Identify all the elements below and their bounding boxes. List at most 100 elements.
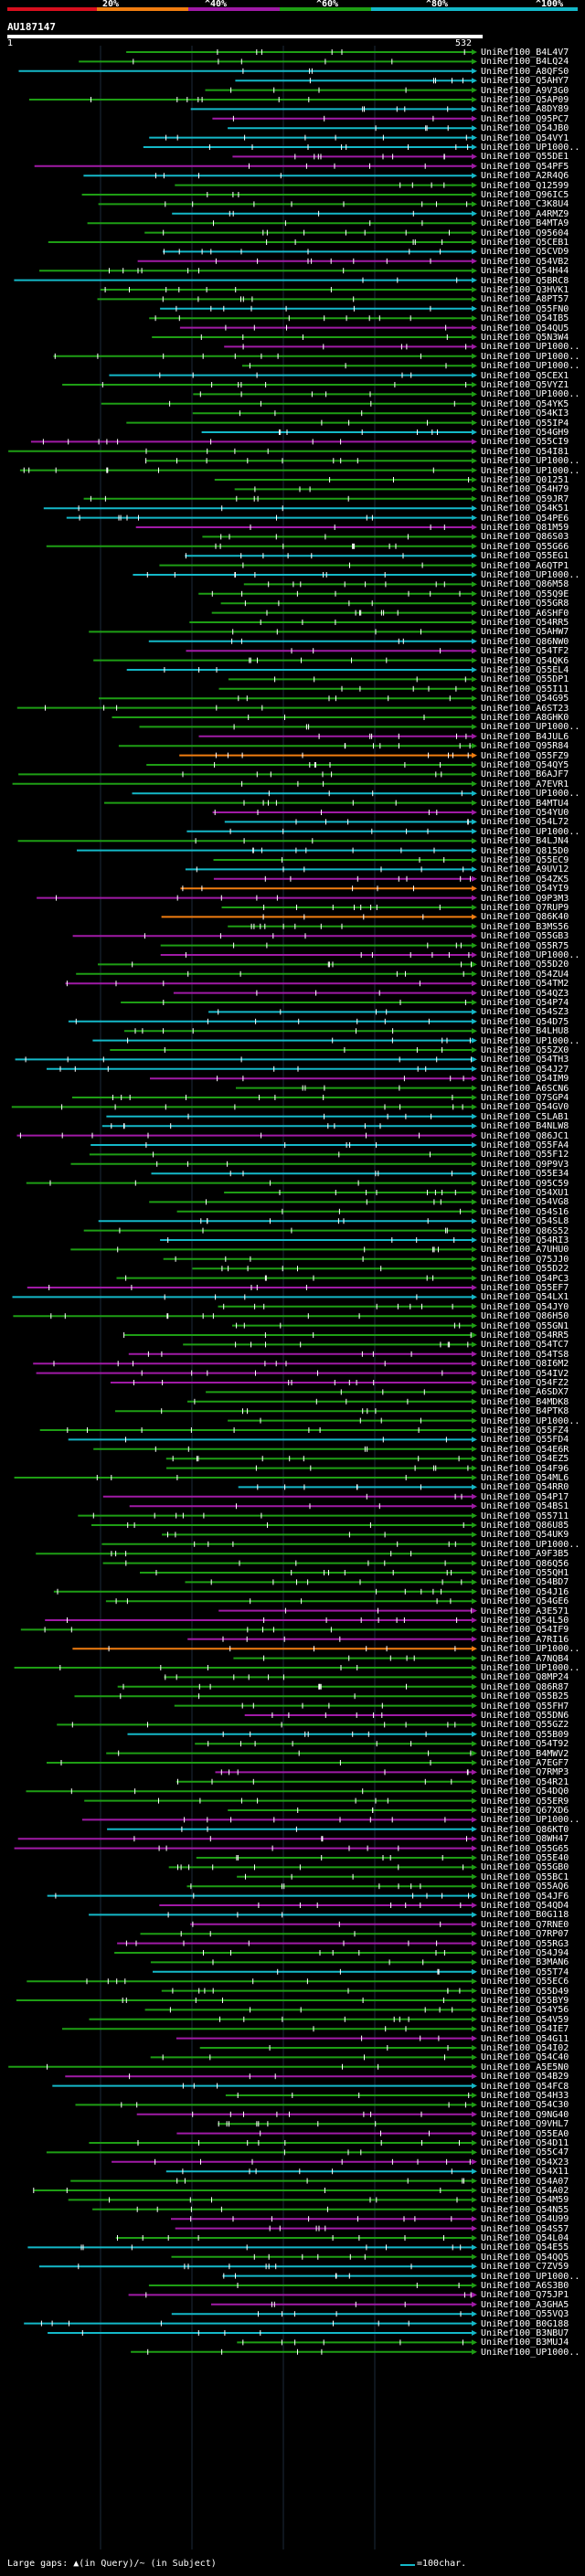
hit-label[interactable]: UniRef100_Q54TM2: [481, 979, 569, 990]
hit-label[interactable]: UniRef100_Q81M59: [481, 523, 569, 533]
hit-label[interactable]: UniRef100_UP1000..: [481, 1035, 580, 1046]
hit-row[interactable]: [126, 419, 477, 426]
hit-label[interactable]: UniRef100_B0G188: [481, 2318, 569, 2329]
hit-label[interactable]: UniRef100_Q55B09: [481, 1729, 569, 1740]
hit-row[interactable]: [24, 2320, 477, 2327]
hit-row[interactable]: [68, 1018, 477, 1024]
hit-label[interactable]: UniRef100_A7RI16: [481, 1634, 569, 1645]
hit-row[interactable]: [221, 905, 478, 910]
hit-row[interactable]: [237, 2339, 477, 2346]
hit-row[interactable]: [127, 1731, 478, 1737]
hit-label[interactable]: UniRef100_Q55FH7: [481, 1701, 569, 1712]
hit-row[interactable]: [14, 1845, 477, 1851]
hit-row[interactable]: [105, 1598, 477, 1605]
hit-label[interactable]: UniRef100_Q9P9V3: [481, 1159, 569, 1170]
hit-label[interactable]: UniRef100_Q7RNE0: [481, 1919, 569, 1930]
hit-row[interactable]: [104, 800, 477, 806]
hit-label[interactable]: UniRef100_B4JUL6: [481, 731, 569, 742]
hit-label[interactable]: UniRef100_A5E5N0: [481, 2062, 569, 2072]
hit-row[interactable]: [171, 2216, 477, 2222]
hit-row[interactable]: [224, 819, 477, 825]
hit-row[interactable]: [36, 1370, 477, 1376]
hit-label[interactable]: UniRef100_A2R4Q6: [481, 171, 569, 182]
hit-label[interactable]: UniRef100_Q86U85: [481, 1521, 569, 1531]
hit-label[interactable]: UniRef100_Q55B25: [481, 1691, 569, 1702]
hit-label[interactable]: UniRef100_Q55GB3: [481, 931, 569, 942]
hit-label[interactable]: UniRef100_Q55Q9E: [481, 588, 569, 599]
hit-label[interactable]: UniRef100_Q8WH47: [481, 1834, 569, 1845]
hit-label[interactable]: UniRef100_Q5BRC8: [481, 275, 569, 286]
hit-row[interactable]: [16, 1998, 477, 2003]
hit-label[interactable]: UniRef100_Q54QK6: [481, 655, 569, 666]
hit-row[interactable]: [92, 1037, 477, 1044]
hit-label[interactable]: UniRef100_Q5AHW7: [481, 627, 569, 638]
hit-row[interactable]: [159, 562, 477, 568]
hit-row[interactable]: [46, 543, 477, 549]
hit-row[interactable]: [84, 1797, 477, 1804]
hit-label[interactable]: UniRef100_Q54S16: [481, 1206, 569, 1217]
hit-row[interactable]: [118, 743, 477, 749]
hit-row[interactable]: [234, 486, 477, 493]
hit-label[interactable]: UniRef100_Q54QZ3: [481, 988, 569, 999]
hit-label[interactable]: UniRef100_Q55T74: [481, 1966, 569, 1977]
hit-label[interactable]: UniRef100_Q86S03: [481, 532, 569, 543]
hit-row[interactable]: [185, 866, 477, 873]
hit-row[interactable]: [102, 1493, 477, 1500]
hit-label[interactable]: UniRef100_Q54VY1: [481, 133, 569, 143]
hit-row[interactable]: [171, 2253, 478, 2260]
hit-label[interactable]: UniRef100_Q9NG40: [481, 2109, 569, 2120]
hit-row[interactable]: [81, 192, 477, 197]
hit-label[interactable]: UniRef100_Q55DP1: [481, 674, 569, 685]
hit-row[interactable]: [72, 1646, 477, 1652]
hit-row[interactable]: [220, 600, 477, 607]
hit-row[interactable]: [66, 514, 477, 521]
hit-row[interactable]: [176, 2130, 477, 2136]
hit-row[interactable]: [72, 933, 477, 939]
hit-row[interactable]: [135, 525, 477, 530]
hit-label[interactable]: UniRef100_UP1000..: [481, 1644, 580, 1655]
hit-row[interactable]: [228, 923, 477, 929]
hit-label[interactable]: UniRef100_Q55GN1: [481, 1320, 569, 1331]
hit-row[interactable]: [93, 1446, 477, 1452]
hit-row[interactable]: [143, 144, 477, 150]
hit-row[interactable]: [198, 733, 478, 739]
hit-row[interactable]: [48, 239, 477, 245]
hit-row[interactable]: [26, 1180, 477, 1186]
hit-label[interactable]: UniRef100_Q54VG8: [481, 1197, 569, 1208]
hit-label[interactable]: UniRef100_Q55AQ6: [481, 1882, 569, 1892]
hit-row[interactable]: [71, 1095, 477, 1100]
hit-label[interactable]: UniRef100_Q54KI3: [481, 408, 569, 419]
hit-label[interactable]: UniRef100_Q54M59: [481, 2195, 569, 2206]
hit-row[interactable]: [192, 1266, 477, 1272]
hit-label[interactable]: UniRef100_Q95PC7: [481, 113, 569, 124]
hit-label[interactable]: UniRef100_Q55GR8: [481, 599, 569, 610]
hit-row[interactable]: [81, 1817, 477, 1823]
hit-row[interactable]: [92, 2206, 477, 2212]
hit-label[interactable]: UniRef100_Q67XD6: [481, 1806, 569, 1816]
hit-label[interactable]: UniRef100_UP1000..: [481, 1815, 580, 1826]
hit-label[interactable]: UniRef100_A8PT57: [481, 294, 569, 305]
hit-row[interactable]: [126, 49, 477, 55]
hit-row[interactable]: [190, 106, 477, 112]
hit-label[interactable]: UniRef100_Q75JP1: [481, 2290, 569, 2301]
hit-row[interactable]: [89, 1912, 477, 1918]
hit-row[interactable]: [98, 201, 477, 207]
hit-row[interactable]: [213, 875, 477, 882]
hit-row[interactable]: [70, 1161, 478, 1167]
hit-label[interactable]: UniRef100_Q86JC1: [481, 1130, 569, 1141]
hit-label[interactable]: UniRef100_Q55DE1: [481, 152, 569, 163]
hit-row[interactable]: [228, 676, 477, 683]
hit-row[interactable]: [163, 1256, 477, 1262]
hit-label[interactable]: UniRef100_Q54G11: [481, 2033, 569, 2044]
hit-label[interactable]: UniRef100_Q54IV2: [481, 1368, 569, 1379]
hit-row[interactable]: [83, 173, 477, 179]
hit-label[interactable]: UniRef100_Q54RI3: [481, 1235, 569, 1246]
hit-label[interactable]: UniRef100_Q54B29: [481, 2072, 569, 2083]
hit-row[interactable]: [175, 182, 477, 188]
hit-label[interactable]: UniRef100_Q55QH1: [481, 1568, 569, 1578]
hit-row[interactable]: [65, 981, 478, 987]
hit-label[interactable]: UniRef100_Q55EC9: [481, 855, 569, 865]
hit-row[interactable]: [149, 134, 477, 141]
hit-row[interactable]: [27, 2244, 477, 2251]
hit-row[interactable]: [100, 287, 477, 292]
